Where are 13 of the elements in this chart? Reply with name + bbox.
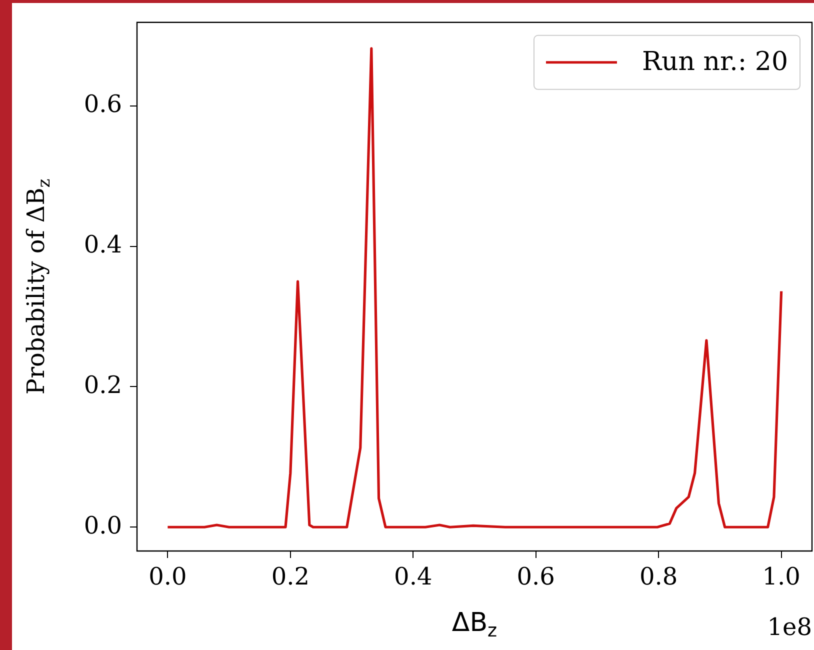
y-tick-label: 0.4 [84,230,122,259]
y-tick-label: 0.2 [84,370,122,399]
x-tick-label: 0.4 [394,562,432,591]
x-tick-label: 1.0 [762,562,800,591]
x-tick-label: 0.6 [516,562,555,591]
y-tick-label: 0.6 [84,90,122,118]
legend-label: Run nr.: 20 [642,47,788,78]
x-tick-label: 0.8 [640,562,678,591]
text: 1e8 [767,613,812,642]
x-tick-label: 0.0 [148,562,187,591]
y-tick-label: 0.0 [84,511,122,540]
x-tick-label: 0.2 [271,562,310,591]
y-axis-title: Probability of ΔBz [22,178,54,395]
